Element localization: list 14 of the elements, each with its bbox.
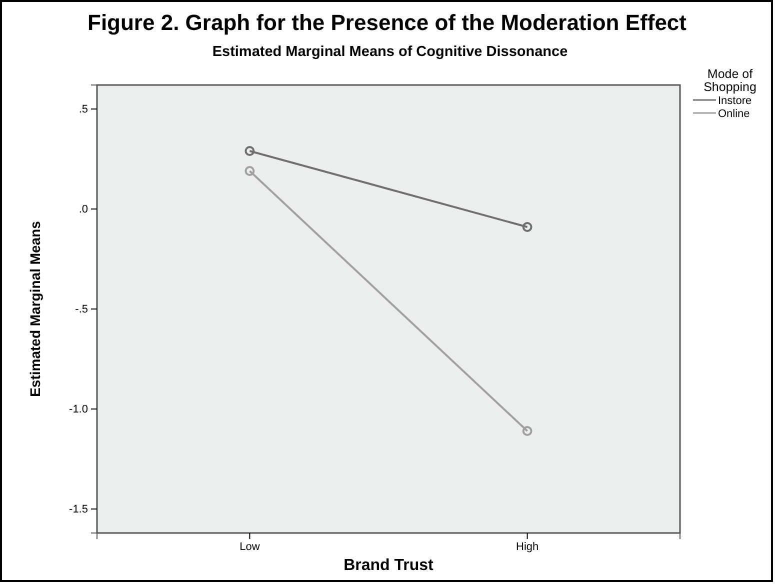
y-tick-label: -1.0 (69, 404, 88, 416)
chart-title: Figure 2. Graph for the Presence of the Moderation Effect (88, 10, 688, 35)
x-tick-label: High (516, 540, 539, 553)
legend-label: Online (718, 108, 750, 120)
legend-title: Mode of Shopping (704, 67, 756, 94)
y-tick-label: .5 (78, 104, 88, 116)
y-axis-title: Estimated Marginal Means (27, 220, 43, 397)
chart-subtitle: Estimated Marginal Means of Cognitive Dissonance (212, 44, 568, 60)
x-tick-label: Low (240, 540, 260, 553)
y-tick-label: -1.5 (69, 504, 88, 516)
x-axis-title: Brand Trust (344, 557, 434, 574)
legend-label: Instore (718, 95, 752, 107)
y-tick-label: -.5 (75, 304, 88, 316)
y-tick-label: .0 (78, 204, 88, 216)
